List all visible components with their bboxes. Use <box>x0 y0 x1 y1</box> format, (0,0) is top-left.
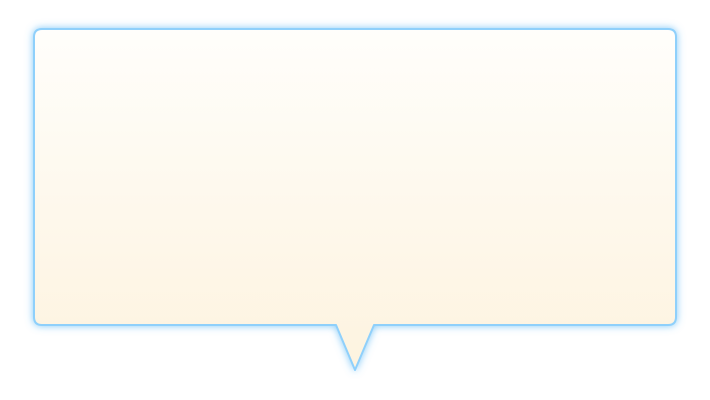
callout-body-with-pointer <box>33 28 677 371</box>
callout-text <box>34 29 676 325</box>
